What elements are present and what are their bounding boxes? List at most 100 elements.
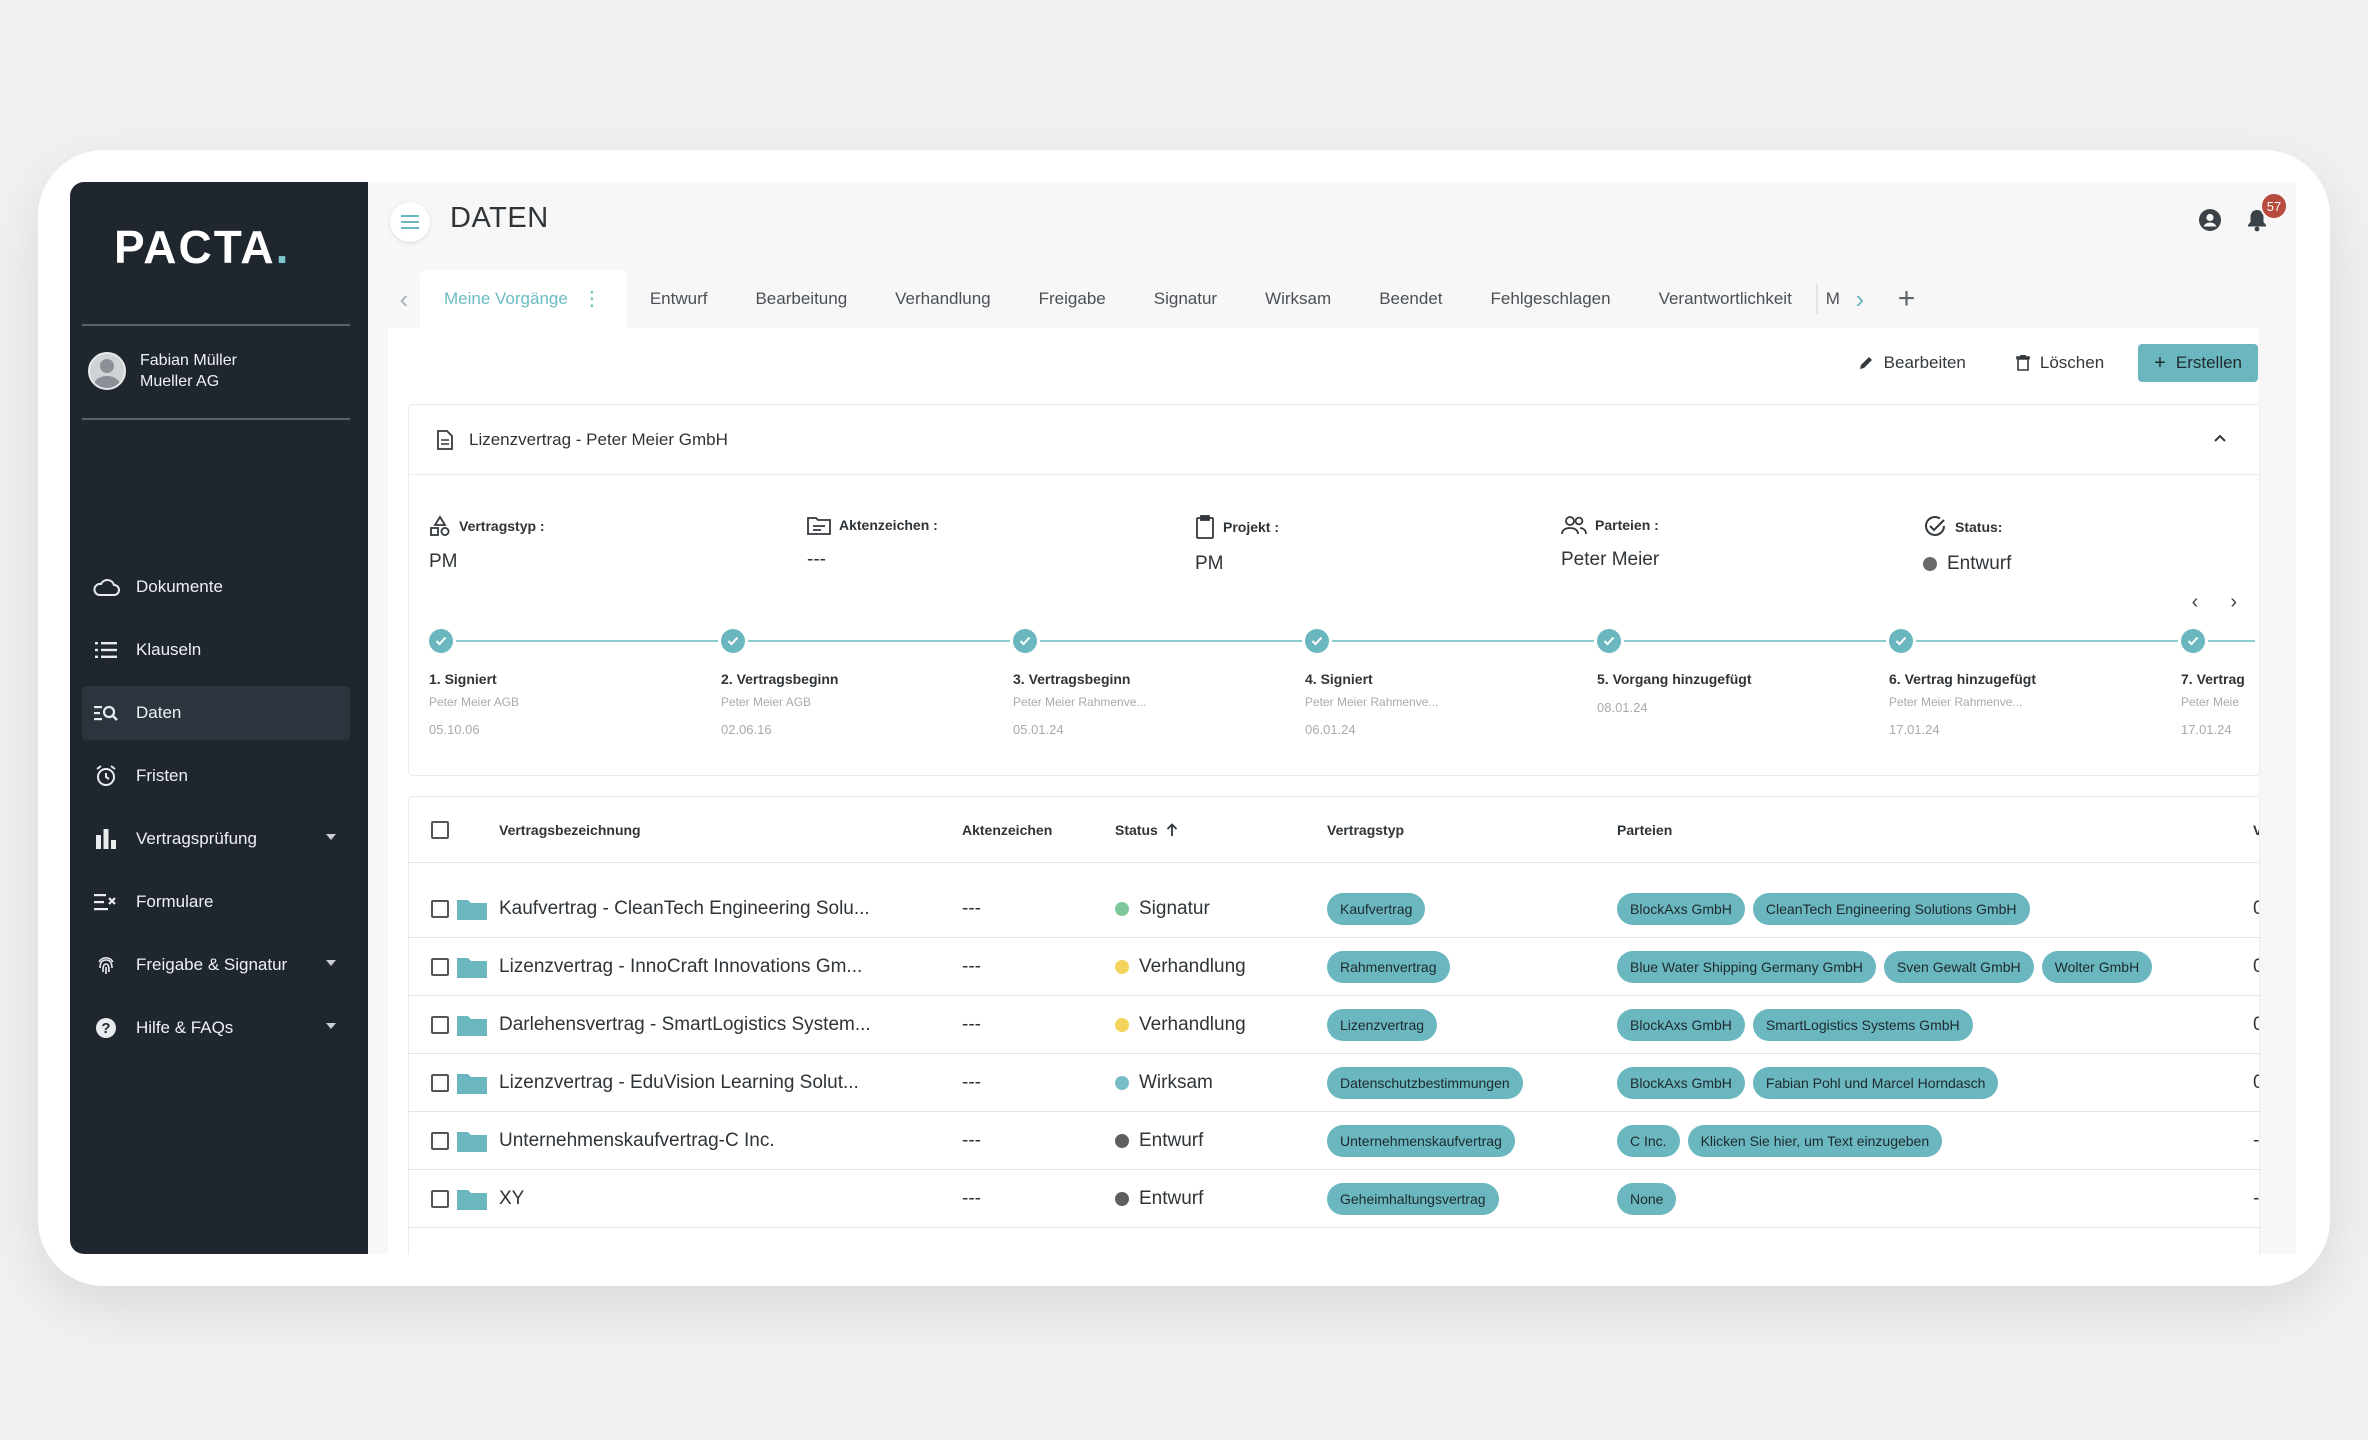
chevron-down-icon[interactable] — [326, 1023, 336, 1029]
sidebar-item-fristen[interactable]: Fristen — [82, 749, 350, 803]
sidebar-item-vertragspruefung[interactable]: Vertragsprüfung — [82, 812, 350, 866]
table-row[interactable]: XY --- Entwurf Geheimhaltungsvertrag None - — [409, 1170, 2259, 1228]
party-chip[interactable]: Blue Water Shipping Germany GmbH — [1617, 950, 1876, 983]
party-chip[interactable]: None — [1617, 1182, 1677, 1215]
menu-button[interactable] — [390, 202, 430, 242]
timeline-step-title: 3. Vertragsbeginn — [1013, 671, 1131, 687]
contract-type-chip[interactable]: Rahmenvertrag — [1327, 950, 1450, 983]
timeline-step-date: 05.10.06 — [429, 722, 480, 737]
contract-type-chip[interactable]: Lizenzvertrag — [1327, 1008, 1438, 1041]
row-checkbox[interactable] — [431, 957, 449, 976]
tab-scroll-right-icon[interactable]: › — [1855, 283, 1865, 314]
contract-type-chip[interactable]: Kaufvertrag — [1327, 892, 1426, 925]
party-chip[interactable]: BlockAxs GmbH — [1617, 1066, 1745, 1099]
folder-icon — [457, 899, 487, 920]
account-icon[interactable] — [2198, 208, 2222, 237]
col-aktenzeichen[interactable]: Aktenzeichen — [962, 821, 1053, 838]
tab-bearbeitung[interactable]: Bearbeitung — [755, 289, 848, 308]
party-chip[interactable]: Sven Gewalt GmbH — [1883, 950, 2034, 983]
sidebar-item-klauseln[interactable]: Klauseln — [82, 623, 350, 677]
tab-wirksam[interactable]: Wirksam — [1265, 289, 1332, 308]
contract-type-chip[interactable]: Geheimhaltungsvertrag — [1327, 1182, 1499, 1215]
row-checkbox[interactable] — [431, 1015, 449, 1034]
row-checkbox[interactable] — [431, 1073, 449, 1092]
sidebar-item-freigabe-signatur[interactable]: Freigabe & Signatur — [82, 938, 350, 992]
timeline-step-title: 4. Signiert — [1305, 671, 1373, 687]
contract-name[interactable]: Kaufvertrag - CleanTech Engineering Solu… — [499, 897, 870, 919]
pacta-logo[interactable]: PACTA. — [114, 221, 291, 273]
timeline-step[interactable]: 6. Vertrag hinzugefügt Peter Meier Rahmen… — [1889, 629, 2169, 737]
notification-badge: 57 — [2260, 192, 2288, 220]
tab-scroll-left-icon[interactable]: ‹ — [399, 283, 409, 314]
add-tab-icon[interactable]: + — [1897, 282, 1916, 315]
timeline-step[interactable]: 7. Vertrag Peter Meie 17.01.24 — [2181, 629, 2255, 737]
timeline-step[interactable]: 2. Vertragsbeginn Peter Meier AGB 02.06.16 — [721, 629, 1001, 737]
timeline-step-subtitle: Peter Meier AGB — [721, 695, 812, 709]
table-row[interactable]: Darlehensvertrag - SmartLogistics System… — [409, 996, 2259, 1054]
create-button[interactable]: + Erstellen — [2138, 344, 2258, 382]
edit-button[interactable]: Bearbeiten — [1842, 344, 1982, 382]
timeline-step[interactable]: 4. Signiert Peter Meier Rahmenve... 06.01.… — [1305, 629, 1585, 737]
party-chip[interactable]: Klicken Sie hier, um Text einzugeben — [1687, 1124, 1943, 1157]
col-vertragstyp[interactable]: Vertragstyp — [1327, 821, 1405, 838]
more-vertical-icon[interactable]: ⋮ — [581, 288, 602, 310]
table-row[interactable]: Unternehmenskaufvertrag-C Inc. --- Entwurf… — [409, 1112, 2259, 1170]
tab-verantwortlichkeit[interactable]: Verantwortlichkeit — [1658, 289, 1792, 308]
tab-entwurf[interactable]: Entwurf — [649, 289, 708, 308]
party-chip[interactable]: CleanTech Engineering Solutions GmbH — [1752, 892, 2030, 925]
chevron-right-icon[interactable]: › — [2230, 591, 2237, 613]
row-checkbox[interactable] — [431, 1189, 449, 1208]
shapes-icon — [430, 515, 450, 536]
sidebar-item-formulare[interactable]: Formulare — [82, 875, 350, 929]
chevron-up-icon[interactable] — [2213, 433, 2227, 443]
contract-name[interactable]: Lizenzvertrag - InnoCraft Innovations Gm… — [499, 955, 863, 977]
sidebar-item-daten[interactable]: Daten — [82, 686, 350, 740]
tab-clipped[interactable]: M — [1815, 284, 1844, 314]
content-panel: Bearbeiten Löschen + Erstellen Lizenzver… — [388, 328, 2260, 1254]
sidebar-item-dokumente[interactable]: Dokumente — [82, 560, 350, 614]
col-parteien[interactable]: Parteien — [1617, 821, 1673, 838]
contract-status: Verhandlung — [1115, 956, 1246, 978]
user-profile[interactable]: Fabian Müller Mueller AG — [88, 350, 237, 392]
row-checkbox[interactable] — [431, 1131, 449, 1150]
party-chip[interactable]: BlockAxs GmbH — [1617, 1008, 1745, 1041]
contract-name[interactable]: Unternehmenskaufvertrag-C Inc. — [499, 1129, 775, 1151]
contract-type-chip[interactable]: Datenschutzbestimmungen — [1327, 1066, 1523, 1099]
chevron-left-icon[interactable]: ‹ — [2191, 591, 2199, 613]
contract-name[interactable]: XY — [499, 1187, 525, 1209]
table-row[interactable]: Kaufvertrag - CleanTech Engineering Solu… — [409, 880, 2259, 938]
fingerprint-icon — [92, 951, 120, 979]
party-chip[interactable]: Wolter GmbH — [2041, 950, 2153, 983]
timeline-step[interactable]: 1. Signiert Peter Meier AGB 05.10.06 — [429, 629, 709, 737]
contract-name[interactable]: Darlehensvertrag - SmartLogistics System… — [499, 1013, 871, 1035]
timeline-step[interactable]: 5. Vorgang hinzugefügt 08.01.24 — [1597, 629, 1877, 715]
table-row[interactable]: Lizenzvertrag - InnoCraft Innovations Gm… — [409, 938, 2259, 996]
party-chip[interactable]: C Inc. — [1617, 1124, 1680, 1157]
tab-beendet[interactable]: Beendet — [1379, 289, 1443, 308]
chevron-down-icon[interactable] — [326, 960, 336, 966]
col-status[interactable]: Status — [1115, 822, 1178, 838]
sidebar-item-hilfe[interactable]: ? Hilfe & FAQs — [82, 1001, 350, 1055]
table-row[interactable]: Lizenzvertrag - EduVision Learning Solut… — [409, 1054, 2259, 1112]
tab-freigabe[interactable]: Freigabe — [1038, 289, 1106, 308]
contract-type-chip[interactable]: Unternehmenskaufvertrag — [1327, 1124, 1515, 1157]
timeline-line — [441, 640, 2255, 642]
tab-fehlgeschlagen[interactable]: Fehlgeschlagen — [1490, 289, 1611, 308]
tab-meine-vorgaenge[interactable]: Meine Vorgänge ⋮ — [420, 270, 626, 328]
delete-button[interactable]: Löschen — [2000, 344, 2120, 382]
party-chip[interactable]: BlockAxs GmbH — [1617, 892, 1745, 925]
party-chip[interactable]: Fabian Pohl und Marcel Horndasch — [1752, 1066, 1999, 1099]
contract-detail-header[interactable]: Lizenzvertrag - Peter Meier GmbH — [409, 405, 2259, 475]
tab-verhandlung[interactable]: Verhandlung — [895, 289, 991, 308]
status-label: Verhandlung — [1139, 1013, 1246, 1035]
timeline-step[interactable]: 3. Vertragsbeginn Peter Meier Rahmenve...… — [1013, 629, 1293, 737]
tab-signatur[interactable]: Signatur — [1153, 289, 1218, 308]
contract-name[interactable]: Lizenzvertrag - EduVision Learning Solut… — [499, 1071, 859, 1093]
col-vertragsbezeichnung[interactable]: Vertragsbezeichnung — [499, 821, 641, 838]
col-clipped[interactable]: V — [2253, 822, 2259, 838]
party-chip[interactable]: SmartLogistics Systems GmbH — [1752, 1008, 1973, 1041]
select-all-checkbox[interactable] — [431, 821, 449, 839]
row-checkbox[interactable] — [431, 899, 449, 918]
chevron-down-icon[interactable] — [326, 834, 336, 840]
notification-bell-icon[interactable] — [2246, 208, 2268, 237]
